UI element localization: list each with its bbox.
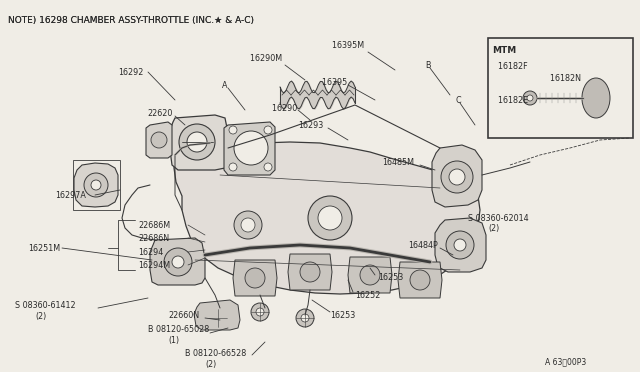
Text: (2): (2) bbox=[488, 224, 499, 232]
Text: NOTE) 16298 CHAMBER ASSY-THROTTLE (INC.★ & A-C): NOTE) 16298 CHAMBER ASSY-THROTTLE (INC.★… bbox=[8, 16, 254, 25]
Text: 16297A: 16297A bbox=[55, 190, 86, 199]
Circle shape bbox=[179, 124, 215, 160]
Text: 16484P: 16484P bbox=[408, 241, 438, 250]
Text: 16290M: 16290M bbox=[248, 54, 282, 62]
Text: 16182N: 16182N bbox=[548, 74, 581, 83]
Circle shape bbox=[209, 309, 227, 327]
Polygon shape bbox=[288, 254, 332, 290]
Circle shape bbox=[318, 206, 342, 230]
Circle shape bbox=[296, 309, 314, 327]
Circle shape bbox=[234, 211, 262, 239]
Polygon shape bbox=[150, 238, 205, 285]
Polygon shape bbox=[224, 122, 275, 175]
Text: B: B bbox=[425, 61, 431, 70]
Text: 16485M: 16485M bbox=[382, 157, 414, 167]
Polygon shape bbox=[233, 260, 277, 296]
Polygon shape bbox=[74, 163, 118, 207]
Circle shape bbox=[360, 265, 380, 285]
Text: A: A bbox=[222, 80, 227, 90]
Text: A 63：00P3: A 63：00P3 bbox=[545, 357, 586, 366]
Circle shape bbox=[164, 248, 192, 276]
Circle shape bbox=[172, 256, 184, 268]
Circle shape bbox=[251, 303, 269, 321]
Text: 16293: 16293 bbox=[298, 121, 323, 129]
Circle shape bbox=[241, 218, 255, 232]
Text: 22660N: 22660N bbox=[168, 311, 199, 320]
Text: 16290: 16290 bbox=[270, 103, 297, 112]
Circle shape bbox=[214, 314, 222, 322]
Circle shape bbox=[84, 173, 108, 197]
Text: 16252: 16252 bbox=[355, 291, 380, 299]
Circle shape bbox=[264, 163, 272, 171]
Text: 16182E: 16182E bbox=[496, 96, 528, 105]
Circle shape bbox=[454, 239, 466, 251]
Circle shape bbox=[264, 126, 272, 134]
Text: (2): (2) bbox=[35, 311, 46, 321]
Circle shape bbox=[441, 161, 473, 193]
Circle shape bbox=[308, 196, 352, 240]
Text: (1): (1) bbox=[168, 337, 179, 346]
Polygon shape bbox=[170, 115, 228, 170]
Circle shape bbox=[229, 126, 237, 134]
Ellipse shape bbox=[582, 78, 610, 118]
Circle shape bbox=[245, 268, 265, 288]
Text: 16253: 16253 bbox=[378, 273, 403, 282]
Polygon shape bbox=[398, 262, 442, 298]
Bar bbox=[73, 160, 120, 210]
Circle shape bbox=[229, 163, 237, 171]
Polygon shape bbox=[432, 145, 482, 207]
Text: NOTE) 16298 CHAMBER ASSY-THROTTLE (INC.★ & A-C): NOTE) 16298 CHAMBER ASSY-THROTTLE (INC.★… bbox=[8, 16, 254, 25]
Text: 22686N: 22686N bbox=[138, 234, 169, 243]
Circle shape bbox=[300, 262, 320, 282]
Polygon shape bbox=[146, 122, 172, 158]
Text: MTM: MTM bbox=[492, 45, 516, 55]
Text: 16292: 16292 bbox=[118, 67, 143, 77]
Text: 16294M: 16294M bbox=[138, 260, 170, 269]
Text: 16294: 16294 bbox=[138, 247, 163, 257]
Text: C: C bbox=[455, 96, 461, 105]
Bar bbox=[488, 38, 633, 138]
Text: S 08360-61412: S 08360-61412 bbox=[15, 301, 76, 310]
Text: 16182F: 16182F bbox=[496, 61, 527, 71]
Text: 16251M: 16251M bbox=[28, 244, 60, 253]
Circle shape bbox=[446, 231, 474, 259]
Text: B 08120-66528: B 08120-66528 bbox=[185, 350, 246, 359]
Circle shape bbox=[523, 91, 537, 105]
Text: 16253: 16253 bbox=[330, 311, 355, 320]
Text: 22620: 22620 bbox=[147, 109, 172, 118]
Circle shape bbox=[301, 314, 309, 322]
Text: 22686M: 22686M bbox=[138, 221, 170, 230]
Polygon shape bbox=[174, 142, 480, 294]
Circle shape bbox=[410, 270, 430, 290]
Text: B 08120-65028: B 08120-65028 bbox=[148, 326, 209, 334]
Polygon shape bbox=[348, 257, 392, 293]
Text: 16395M: 16395M bbox=[330, 41, 364, 49]
Circle shape bbox=[151, 132, 167, 148]
Circle shape bbox=[527, 95, 533, 101]
Circle shape bbox=[91, 180, 101, 190]
Text: (2): (2) bbox=[205, 360, 216, 369]
Circle shape bbox=[449, 169, 465, 185]
Text: 16395: 16395 bbox=[320, 77, 348, 87]
Circle shape bbox=[234, 131, 268, 165]
Polygon shape bbox=[194, 300, 240, 330]
Polygon shape bbox=[435, 218, 486, 272]
Circle shape bbox=[256, 308, 264, 316]
Text: S 08360-62014: S 08360-62014 bbox=[468, 214, 529, 222]
Circle shape bbox=[187, 132, 207, 152]
